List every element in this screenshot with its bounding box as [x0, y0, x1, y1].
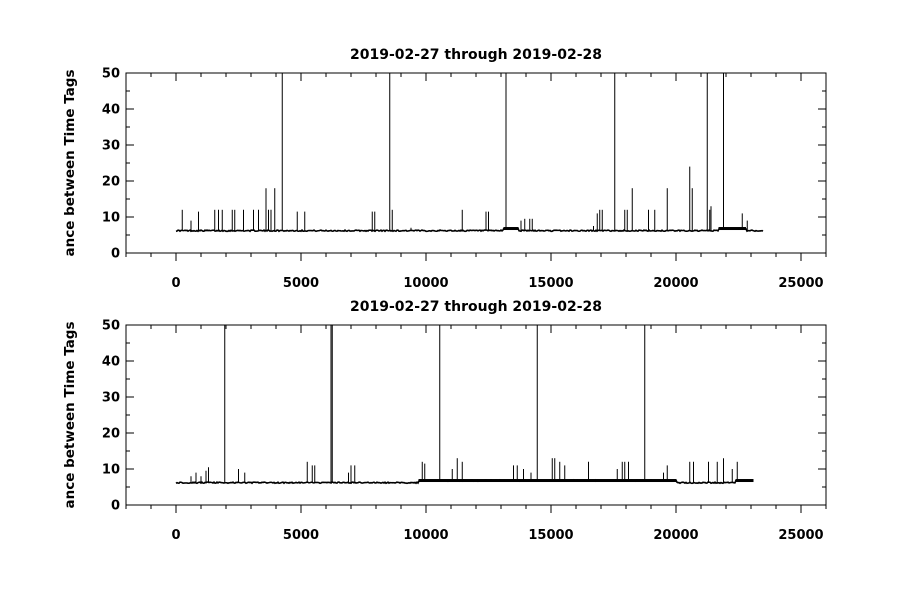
y-tick-label: 50 [102, 319, 120, 334]
series-area [175, 73, 764, 233]
series-plateau [498, 479, 636, 483]
series-plateau [418, 479, 499, 483]
x-tick-label: 25000 [778, 528, 823, 543]
x-tick-label: 0 [171, 528, 180, 543]
y-axis-label: ance between Time Tags [62, 322, 78, 509]
x-tick-label: 10000 [403, 528, 448, 543]
y-tick-label: 0 [111, 499, 120, 514]
plot-frame [125, 72, 827, 254]
x-tick-label: 10000 [403, 276, 448, 291]
chart-panel-bottom: 2019-02-27 through 2019-02-28 ance betwee… [62, 299, 827, 543]
chart-title: 2019-02-27 through 2019-02-28 [350, 47, 602, 63]
y-tick-label: 50 [102, 67, 120, 82]
chart-panel-top: 2019-02-27 through 2019-02-28 ance betwee… [62, 47, 827, 291]
x-tick-label: 20000 [653, 528, 698, 543]
series-plateau [736, 479, 754, 483]
x-tick-label: 20000 [653, 276, 698, 291]
x-tick-label: 5000 [283, 276, 319, 291]
y-tick-label: 20 [102, 175, 120, 190]
y-tick-label: 40 [102, 355, 120, 370]
chart-title: 2019-02-27 through 2019-02-28 [350, 299, 602, 315]
x-tick-label: 15000 [528, 276, 573, 291]
x-tick-label: 25000 [778, 276, 823, 291]
series-area [175, 325, 754, 485]
series-line [175, 227, 764, 233]
y-tick-label: 0 [111, 247, 120, 262]
y-tick-label: 30 [102, 139, 120, 154]
series-plateau [636, 479, 676, 483]
x-tick-label: 0 [171, 276, 180, 291]
x-tick-label: 5000 [283, 528, 319, 543]
y-tick-label: 40 [102, 103, 120, 118]
y-axis-label: ance between Time Tags [62, 70, 78, 257]
series-plateau [718, 227, 746, 231]
series-plateau [503, 227, 519, 231]
x-tick-label: 15000 [528, 528, 573, 543]
y-tick-label: 30 [102, 391, 120, 406]
y-tick-label: 10 [102, 211, 120, 226]
plot-frame [125, 324, 827, 506]
y-tick-label: 20 [102, 427, 120, 442]
y-tick-label: 10 [102, 463, 120, 478]
